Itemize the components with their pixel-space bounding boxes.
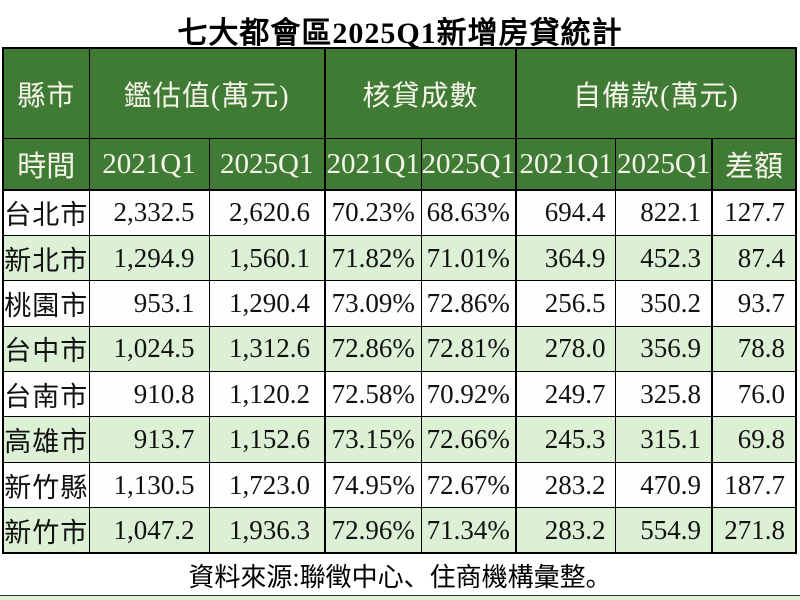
table-row: 新竹縣 1,130.5 1,723.0 74.95% 72.67% 283.2 … (2, 461, 797, 509)
table-row: 桃園市 953.1 1,290.4 73.09% 72.86% 256.5 35… (2, 280, 797, 327)
city-cell: 新竹市 (2, 507, 90, 555)
value-cell: 249.7 (514, 371, 617, 418)
value-cell: 953.1 (88, 280, 210, 327)
value-cell: 2,620.6 (208, 189, 326, 236)
value-cell: 1,120.2 (208, 371, 326, 418)
value-cell: 1,047.2 (88, 507, 210, 555)
value-cell: 356.9 (615, 325, 713, 373)
value-cell: 72.96% (324, 507, 422, 555)
value-cell: 72.67% (420, 461, 517, 509)
value-cell: 256.5 (514, 280, 617, 327)
value-cell: 72.66% (420, 416, 517, 463)
value-cell: 1,312.6 (208, 325, 326, 373)
value-cell: 283.2 (514, 461, 617, 509)
value-cell: 73.15% (324, 416, 422, 463)
value-cell: 78.8 (710, 325, 797, 373)
value-cell: 1,290.4 (208, 280, 326, 327)
value-cell: 87.4 (710, 234, 797, 282)
value-cell: 325.8 (615, 371, 713, 418)
value-cell: 1,152.6 (208, 416, 326, 463)
value-cell: 1,560.1 (208, 234, 326, 282)
value-cell: 187.7 (710, 461, 797, 509)
subheader-2021q1-ratio: 2021Q1 (324, 138, 422, 191)
subheader-2025q1-ratio: 2025Q1 (420, 138, 517, 191)
value-cell: 93.7 (710, 280, 797, 327)
subheader-2021q1-appraised: 2021Q1 (88, 138, 210, 191)
value-cell: 70.23% (324, 189, 422, 236)
value-cell: 69.8 (710, 416, 797, 463)
value-cell: 245.3 (514, 416, 617, 463)
value-cell: 283.2 (514, 507, 617, 555)
value-cell: 1,294.9 (88, 234, 210, 282)
bottom-edge-strip (0, 595, 800, 600)
value-cell: 694.4 (514, 189, 617, 236)
value-cell: 470.9 (615, 461, 713, 509)
value-cell: 2,332.5 (88, 189, 210, 236)
value-cell: 278.0 (514, 325, 617, 373)
value-cell: 1,024.5 (88, 325, 210, 373)
table-row: 台北市 2,332.5 2,620.6 70.23% 68.63% 694.4 … (2, 189, 797, 236)
value-cell: 315.1 (615, 416, 713, 463)
subheader-difference: 差額 (710, 138, 797, 191)
value-cell: 127.7 (710, 189, 797, 236)
value-cell: 1,723.0 (208, 461, 326, 509)
value-cell: 913.7 (88, 416, 210, 463)
value-cell: 76.0 (710, 371, 797, 418)
value-cell: 71.01% (420, 234, 517, 282)
value-cell: 452.3 (615, 234, 713, 282)
value-cell: 364.9 (514, 234, 617, 282)
page-title: 七大都會區2025Q1新增房貸統計 (177, 17, 623, 50)
city-cell: 高雄市 (2, 416, 90, 463)
value-cell: 72.81% (420, 325, 517, 373)
value-cell: 72.86% (420, 280, 517, 327)
value-cell: 350.2 (615, 280, 713, 327)
value-cell: 72.58% (324, 371, 422, 418)
table-row: 高雄市 913.7 1,152.6 73.15% 72.66% 245.3 31… (2, 416, 797, 463)
group-header-row: 縣市 鑑估值(萬元) 核貸成數 自備款(萬元) (2, 47, 797, 139)
table-row: 新北市 1,294.9 1,560.1 71.82% 71.01% 364.9 … (2, 234, 797, 282)
value-cell: 68.63% (420, 189, 517, 236)
value-cell: 1,130.5 (88, 461, 210, 509)
city-cell: 新北市 (2, 234, 90, 282)
subheader-2025q1-downpay: 2025Q1 (615, 138, 713, 191)
city-cell: 台南市 (2, 371, 90, 418)
subheader-2021q1-downpay: 2021Q1 (514, 138, 617, 191)
data-source-note: 資料來源:聯徵中心、住商機構彙整。 (188, 563, 612, 592)
value-cell: 70.92% (420, 371, 517, 418)
value-cell: 71.34% (420, 507, 517, 555)
header-down-payment: 自備款(萬元) (514, 47, 797, 139)
value-cell: 910.8 (88, 371, 210, 418)
sub-header-row: 時間 2021Q1 2025Q1 2021Q1 2025Q1 2021Q1 20… (2, 138, 797, 191)
table-body: 台北市 2,332.5 2,620.6 70.23% 68.63% 694.4 … (2, 189, 797, 555)
value-cell: 1,936.3 (208, 507, 326, 555)
value-cell: 71.82% (324, 234, 422, 282)
value-cell: 73.09% (324, 280, 422, 327)
subheader-time: 時間 (2, 138, 90, 191)
city-cell: 桃園市 (2, 280, 90, 327)
value-cell: 822.1 (615, 189, 713, 236)
value-cell: 74.95% (324, 461, 422, 509)
value-cell: 72.86% (324, 325, 422, 373)
table-row: 台中市 1,024.5 1,312.6 72.86% 72.81% 278.0 … (2, 325, 797, 373)
city-cell: 新竹縣 (2, 461, 90, 509)
city-cell: 台北市 (2, 189, 90, 236)
subheader-2025q1-appraised: 2025Q1 (208, 138, 326, 191)
header-loan-ratio: 核貸成數 (324, 47, 517, 139)
header-appraised-value: 鑑估值(萬元) (88, 47, 326, 139)
table-row: 新竹市 1,047.2 1,936.3 72.96% 71.34% 283.2 … (2, 507, 797, 555)
housing-loan-stats-table: 縣市 鑑估值(萬元) 核貸成數 自備款(萬元) 時間 2021Q1 2025Q1… (2, 47, 797, 555)
value-cell: 271.8 (710, 507, 797, 555)
table-header: 縣市 鑑估值(萬元) 核貸成數 自備款(萬元) 時間 2021Q1 2025Q1… (2, 47, 797, 191)
value-cell: 554.9 (615, 507, 713, 555)
city-cell: 台中市 (2, 325, 90, 373)
header-county: 縣市 (2, 47, 90, 139)
table-row: 台南市 910.8 1,120.2 72.58% 70.92% 249.7 32… (2, 371, 797, 418)
